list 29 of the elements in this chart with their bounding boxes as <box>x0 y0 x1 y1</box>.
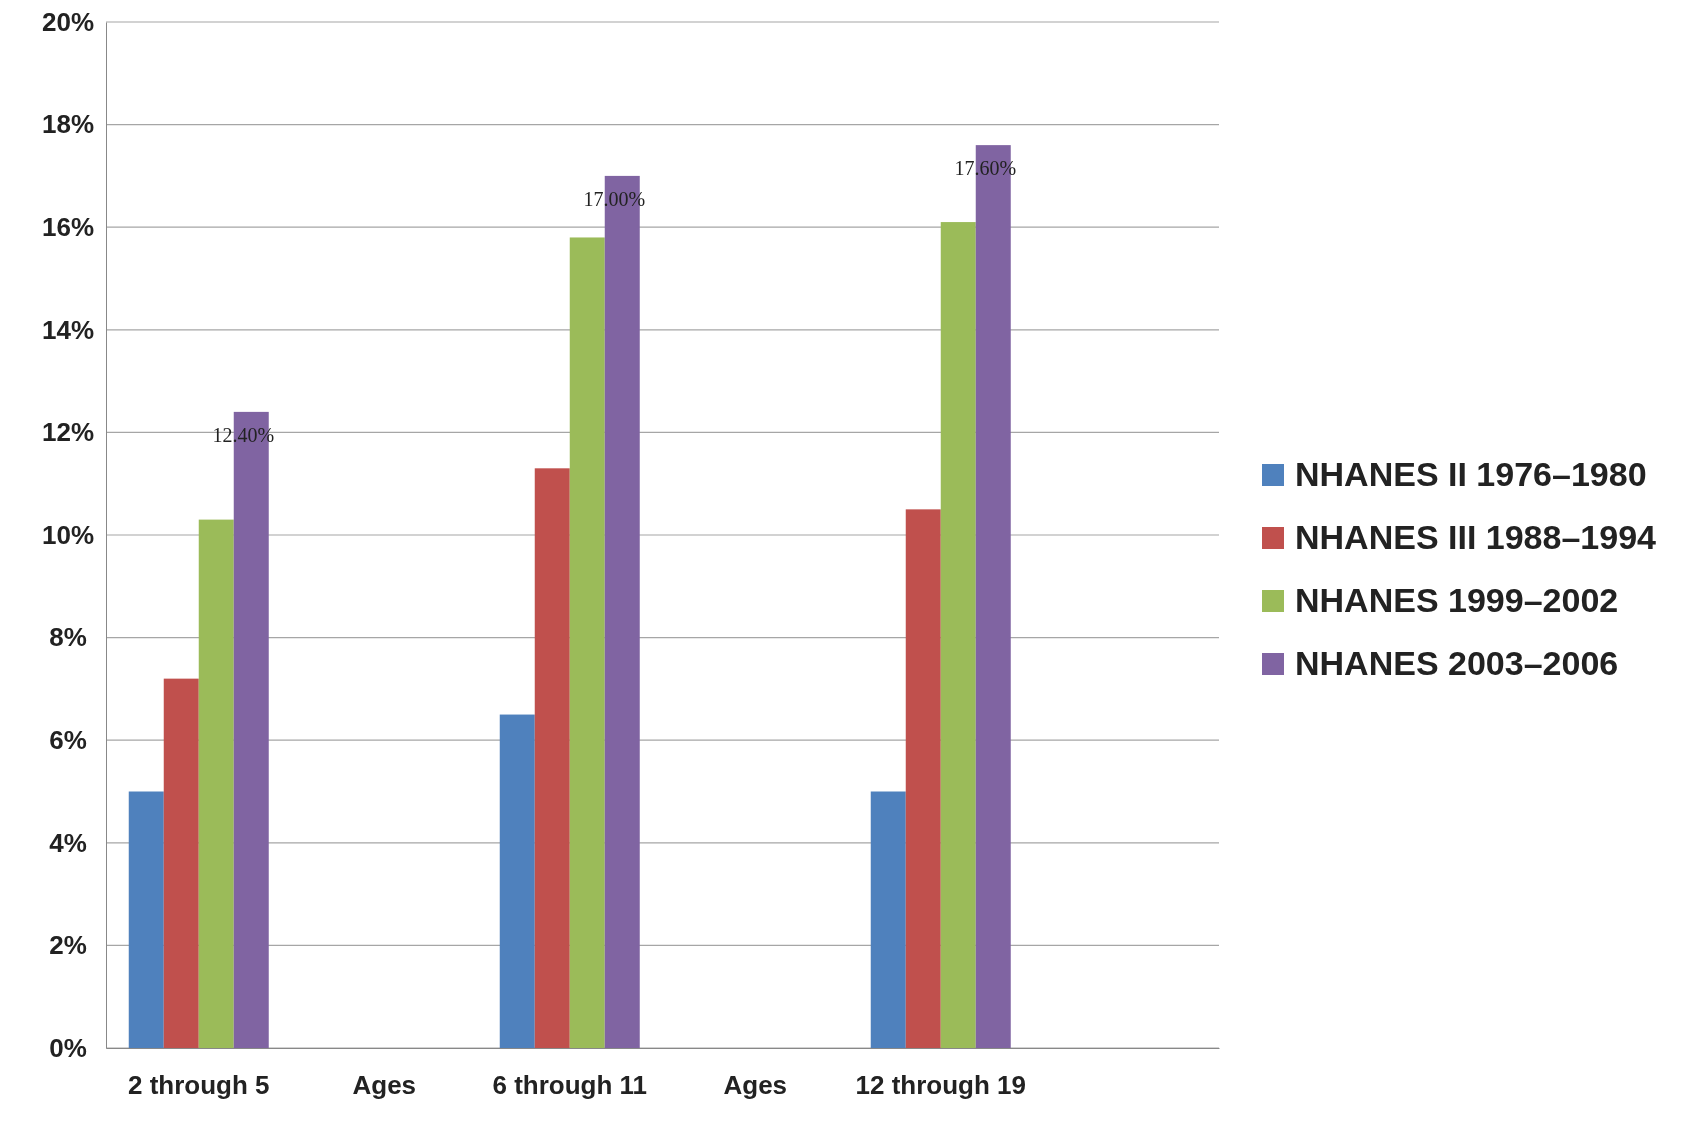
y-tick-label: 20% <box>41 6 95 37</box>
x-tick-label: Ages <box>723 1070 788 1101</box>
legend-label: NHANES III 1988–1994 <box>1295 518 1657 556</box>
bar <box>870 791 906 1048</box>
y-tick-label: 14% <box>41 314 95 345</box>
y-tick-label: 4% <box>49 827 87 858</box>
y-tick-label: 6% <box>49 725 87 756</box>
y-tick-label: 18% <box>41 109 95 140</box>
y-tick-label: 8% <box>49 622 87 653</box>
y-tick-label: 10% <box>41 519 95 550</box>
bar <box>905 509 941 1048</box>
y-tick-label: 12% <box>41 417 95 448</box>
bar <box>198 519 234 1048</box>
bar <box>569 237 605 1048</box>
bar <box>940 222 976 1048</box>
bar <box>163 678 199 1048</box>
x-tick-label: 6 through 11 <box>492 1070 648 1101</box>
bar <box>534 468 570 1048</box>
bar <box>499 714 535 1048</box>
legend-label: NHANES II 1976–1980 <box>1295 455 1647 493</box>
legend-label: NHANES 2003–2006 <box>1295 644 1619 682</box>
x-tick-label: 12 through 19 <box>855 1070 1026 1101</box>
legend-label: NHANES 1999–2002 <box>1295 581 1619 619</box>
x-tick-label: Ages <box>352 1070 417 1101</box>
y-tick-label: 16% <box>41 212 95 243</box>
y-tick-label: 0% <box>49 1032 87 1063</box>
x-tick-label: 2 through 5 <box>127 1070 270 1101</box>
y-tick-label: 2% <box>49 930 87 961</box>
bar <box>128 791 164 1048</box>
